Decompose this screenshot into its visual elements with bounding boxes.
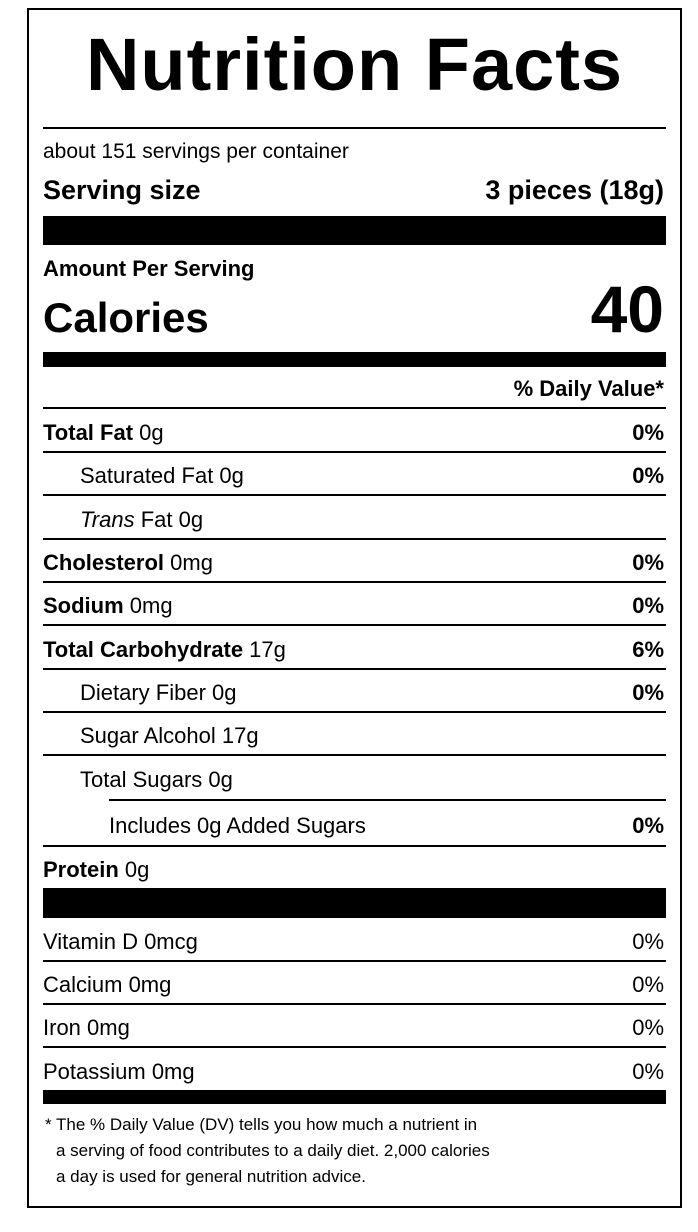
amount-per-serving: Amount Per Serving (43, 256, 664, 282)
servings-text: about 151 servings per container (43, 140, 349, 163)
nutrient-dv: 0% (632, 593, 664, 618)
serving-size-label: Serving size (43, 175, 201, 205)
thick-divider-protein (43, 888, 666, 918)
daily-value-header: % Daily Value* (43, 376, 664, 402)
vitamin-name: Vitamin D 0mcg (43, 929, 198, 954)
vitamin-name: Calcium 0mg (43, 972, 172, 997)
amount-per-serving-label: Amount Per Serving (43, 256, 255, 281)
vitamin-row: Potassium 0mg 0% (43, 1059, 664, 1085)
serving-size-value: 3 pieces (18g) (485, 175, 664, 205)
nutrient-row-added-sugars: Includes 0g Added Sugars 0% (43, 813, 664, 839)
nutrient-amount: 0g (133, 420, 164, 445)
vitamin-dv: 0% (632, 972, 664, 997)
footnote-line: a day is used for general nutrition advi… (56, 1167, 366, 1186)
vitamin-name: Iron 0mg (43, 1015, 130, 1040)
nutrient-name: Sodium (43, 593, 124, 618)
calories-label: Calories (43, 294, 209, 341)
nutrient-dv: 0% (632, 680, 664, 705)
servings-per-container: about 151 servings per container (43, 140, 664, 164)
nutrient-dv: 0% (632, 550, 664, 575)
nutrient-amount: 0g (118, 857, 150, 882)
title-divider (43, 127, 666, 129)
nutrient-dv: 0% (632, 813, 664, 838)
nutrient-amount: 0mg (123, 593, 173, 618)
divider (43, 1046, 666, 1048)
label-title: Nutrition Facts (85, 23, 624, 106)
nutrient-amount: 0mg (164, 550, 213, 575)
divider (43, 1003, 666, 1005)
footnote-line: a serving of food contributes to a daily… (56, 1141, 490, 1160)
nutrient-dv: 6% (632, 637, 664, 662)
divider (43, 407, 666, 409)
nutrient-name: Fat 0g (134, 507, 204, 532)
thick-divider-top (43, 216, 666, 245)
nutrient-row-total-carbohydrate: Total Carbohydrate 17g 6% (43, 637, 664, 663)
divider (43, 451, 666, 453)
divider (43, 538, 666, 540)
daily-value-header-text: % Daily Value* (513, 376, 664, 401)
nutrient-name: Dietary Fiber 0g (80, 680, 237, 705)
nutrient-row-sodium: Sodium 0mg 0% (43, 593, 664, 619)
serving-size-row: Serving size 3 pieces (18g) (43, 175, 664, 206)
divider (43, 581, 666, 583)
nutrient-row-total-fat: Total Fat 0g 0% (43, 420, 664, 446)
vitamin-name: Potassium 0mg (43, 1059, 195, 1084)
trans-prefix: Trans (80, 507, 135, 532)
nutrient-name: Includes 0g Added Sugars (109, 813, 366, 838)
nutrient-row-trans-fat: Trans Fat 0g (43, 507, 664, 533)
nutrient-name: Protein (43, 857, 119, 882)
nutrient-dv: 0% (632, 463, 664, 488)
vitamin-row: Vitamin D 0mcg 0% (43, 929, 664, 955)
nutrient-row-cholesterol: Cholesterol 0mg 0% (43, 550, 664, 576)
thick-divider-calories (43, 352, 666, 367)
divider (43, 754, 666, 756)
nutrient-name: Total Sugars 0g (80, 767, 233, 792)
nutrient-name: Total Fat (43, 420, 134, 445)
footnote: * The % Daily Value (DV) tells you how m… (45, 1112, 664, 1190)
thick-divider-bottom (43, 1090, 666, 1104)
nutrient-dv: 0% (632, 420, 664, 445)
calories-row: Calories 40 (43, 272, 664, 342)
nutrition-facts-label: Nutrition Facts about 151 servings per c… (27, 8, 682, 1208)
nutrient-name: Cholesterol (43, 550, 165, 575)
nutrient-name: Sugar Alcohol 17g (80, 723, 259, 748)
vitamin-dv: 0% (632, 1059, 664, 1084)
vitamin-row: Iron 0mg 0% (43, 1015, 664, 1041)
nutrient-row-dietary-fiber: Dietary Fiber 0g 0% (43, 680, 664, 706)
nutrient-row-saturated-fat: Saturated Fat 0g 0% (43, 463, 664, 489)
divider (43, 668, 666, 670)
nutrient-row-protein: Protein 0g (43, 857, 664, 883)
nutrient-row-total-sugars: Total Sugars 0g (43, 767, 664, 793)
nutrient-name: Saturated Fat 0g (80, 463, 244, 488)
divider (43, 960, 666, 962)
calories-value: 40 (590, 272, 664, 346)
nutrient-name: Total Carbohydrate (43, 637, 244, 662)
divider (43, 711, 666, 713)
nutrient-row-sugar-alcohol: Sugar Alcohol 17g (43, 723, 664, 749)
divider (109, 799, 666, 801)
nutrient-amount: 17g (243, 637, 286, 662)
divider (43, 845, 666, 847)
vitamin-dv: 0% (632, 929, 664, 954)
vitamin-row: Calcium 0mg 0% (43, 972, 664, 998)
divider (43, 494, 666, 496)
footnote-line: * The % Daily Value (DV) tells you how m… (45, 1115, 478, 1134)
divider (43, 624, 666, 626)
vitamin-dv: 0% (632, 1015, 664, 1040)
